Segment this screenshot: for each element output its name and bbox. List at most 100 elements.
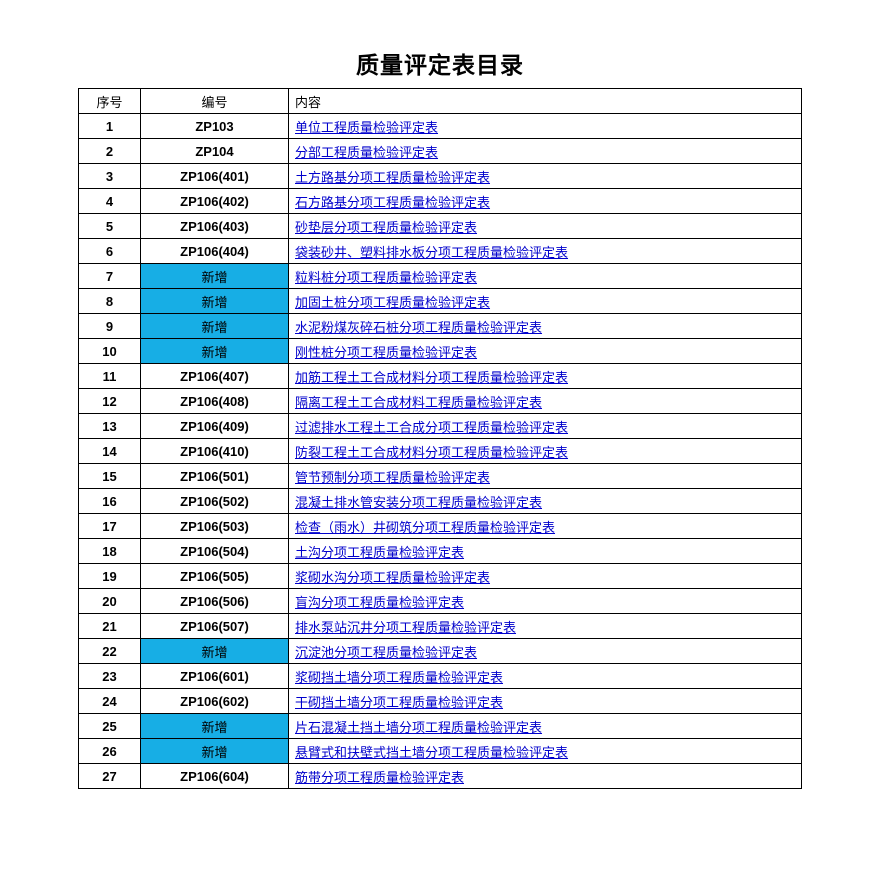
cell-description: 盲沟分项工程质量检验评定表 — [289, 589, 802, 614]
cell-description: 袋装砂井、塑料排水板分项工程质量检验评定表 — [289, 239, 802, 264]
table-row: 3ZP106(401) 土方路基分项工程质量检验评定表 — [79, 164, 802, 189]
cell-code: ZP104 — [141, 139, 289, 164]
description-link[interactable]: 排水泵站沉井分项工程质量检验评定表 — [295, 620, 516, 635]
cell-index: 16 — [79, 489, 141, 514]
description-link[interactable]: 水泥粉煤灰碎石桩分项工程质量检验评定表 — [295, 320, 542, 335]
cell-index: 26 — [79, 739, 141, 764]
cell-description: 隔离工程土工合成材料工程质量检验评定表 — [289, 389, 802, 414]
cell-code-new-badge: 新增 — [141, 639, 289, 664]
cell-description: 过滤排水工程土工合成分项工程质量检验评定表 — [289, 414, 802, 439]
table-row: 9新增水泥粉煤灰碎石桩分项工程质量检验评定表 — [79, 314, 802, 339]
description-link[interactable]: 悬臂式和扶壁式挡土墙分项工程质量检验评定表 — [295, 745, 568, 760]
cell-code: ZP106(601) — [141, 664, 289, 689]
col-header-code: 编号 — [141, 89, 289, 114]
description-link[interactable]: 粒料桩分项工程质量检验评定表 — [295, 270, 477, 285]
description-link[interactable]: 袋装砂井、塑料排水板分项工程质量检验评定表 — [295, 245, 568, 260]
cell-index: 8 — [79, 289, 141, 314]
table-row: 7新增粒料桩分项工程质量检验评定表 — [79, 264, 802, 289]
cell-index: 7 — [79, 264, 141, 289]
table-header-row: 序号 编号 内容 — [79, 89, 802, 114]
table-row: 27ZP106(604) 筋带分项工程质量检验评定表 — [79, 764, 802, 789]
cell-description: 分部工程质量检验评定表 — [289, 139, 802, 164]
cell-index: 11 — [79, 364, 141, 389]
cell-index: 17 — [79, 514, 141, 539]
description-link[interactable]: 分部工程质量检验评定表 — [295, 145, 438, 160]
cell-code: ZP106(401) — [141, 164, 289, 189]
description-link[interactable]: 浆砌水沟分项工程质量检验评定表 — [295, 570, 490, 585]
table-row: 1ZP103 单位工程质量检验评定表 — [79, 114, 802, 139]
description-link[interactable]: 片石混凝土挡土墙分项工程质量检验评定表 — [295, 720, 542, 735]
table-row: 8新增加固土桩分项工程质量检验评定表 — [79, 289, 802, 314]
cell-code-new-badge: 新增 — [141, 314, 289, 339]
cell-description: 排水泵站沉井分项工程质量检验评定表 — [289, 614, 802, 639]
cell-code: ZP106(408) — [141, 389, 289, 414]
cell-index: 27 — [79, 764, 141, 789]
table-row: 20ZP106(506) 盲沟分项工程质量检验评定表 — [79, 589, 802, 614]
description-link[interactable]: 砂垫层分项工程质量检验评定表 — [295, 220, 477, 235]
cell-code: ZP106(410) — [141, 439, 289, 464]
description-link[interactable]: 筋带分项工程质量检验评定表 — [295, 770, 464, 785]
cell-index: 20 — [79, 589, 141, 614]
description-link[interactable]: 刚性桩分项工程质量检验评定表 — [295, 345, 477, 360]
catalog-table: 序号 编号 内容 1ZP103单位工程质量检验评定表2ZP104分部工程质量检验… — [78, 88, 802, 789]
cell-code: ZP106(506) — [141, 589, 289, 614]
cell-code: ZP106(404) — [141, 239, 289, 264]
cell-code-new-badge: 新增 — [141, 264, 289, 289]
cell-code: ZP106(407) — [141, 364, 289, 389]
description-link[interactable]: 土方路基分项工程质量检验评定表 — [295, 170, 490, 185]
table-row: 23ZP106(601)浆砌挡土墙分项工程质量检验评定表 — [79, 664, 802, 689]
cell-code: ZP106(604) — [141, 764, 289, 789]
cell-index: 12 — [79, 389, 141, 414]
table-row: 19ZP106(505) 浆砌水沟分项工程质量检验评定表 — [79, 564, 802, 589]
description-link[interactable]: 加筋工程土工合成材料分项工程质量检验评定表 — [295, 370, 568, 385]
cell-code: ZP106(409) — [141, 414, 289, 439]
description-link[interactable]: 加固土桩分项工程质量检验评定表 — [295, 295, 490, 310]
description-link[interactable]: 隔离工程土工合成材料工程质量检验评定表 — [295, 395, 542, 410]
col-header-desc: 内容 — [289, 89, 802, 114]
description-link[interactable]: 盲沟分项工程质量检验评定表 — [295, 595, 464, 610]
cell-description: 水泥粉煤灰碎石桩分项工程质量检验评定表 — [289, 314, 802, 339]
description-link[interactable]: 防裂工程土工合成材料分项工程质量检验评定表 — [295, 445, 568, 460]
table-row: 21ZP106(507)排水泵站沉井分项工程质量检验评定表 — [79, 614, 802, 639]
description-link[interactable]: 过滤排水工程土工合成分项工程质量检验评定表 — [295, 420, 568, 435]
cell-index: 9 — [79, 314, 141, 339]
description-link[interactable]: 浆砌挡土墙分项工程质量检验评定表 — [295, 670, 503, 685]
cell-index: 15 — [79, 464, 141, 489]
description-link[interactable]: 石方路基分项工程质量检验评定表 — [295, 195, 490, 210]
description-link[interactable]: 混凝土排水管安装分项工程质量检验评定表 — [295, 495, 542, 510]
cell-description: 干砌挡土墙分项工程质量检验评定表 — [289, 689, 802, 714]
cell-description: 沉淀池分项工程质量检验评定表 — [289, 639, 802, 664]
cell-code: ZP106(505) — [141, 564, 289, 589]
cell-index: 21 — [79, 614, 141, 639]
cell-description: 土方路基分项工程质量检验评定表 — [289, 164, 802, 189]
cell-code: ZP106(602) — [141, 689, 289, 714]
table-row: 22新增沉淀池分项工程质量检验评定表 — [79, 639, 802, 664]
description-link[interactable]: 土沟分项工程质量检验评定表 — [295, 545, 464, 560]
cell-index: 13 — [79, 414, 141, 439]
cell-description: 防裂工程土工合成材料分项工程质量检验评定表 — [289, 439, 802, 464]
table-row: 25新增片石混凝土挡土墙分项工程质量检验评定表 — [79, 714, 802, 739]
cell-description: 筋带分项工程质量检验评定表 — [289, 764, 802, 789]
cell-code-new-badge: 新增 — [141, 714, 289, 739]
description-link[interactable]: 检查（雨水）井砌筑分项工程质量检验评定表 — [295, 520, 555, 535]
description-link[interactable]: 管节预制分项工程质量检验评定表 — [295, 470, 490, 485]
cell-index: 5 — [79, 214, 141, 239]
cell-code: ZP106(501) — [141, 464, 289, 489]
cell-code: ZP106(503) — [141, 514, 289, 539]
cell-index: 1 — [79, 114, 141, 139]
table-row: 11ZP106(407) 加筋工程土工合成材料分项工程质量检验评定表 — [79, 364, 802, 389]
cell-index: 19 — [79, 564, 141, 589]
table-row: 4ZP106(402) 石方路基分项工程质量检验评定表 — [79, 189, 802, 214]
description-link[interactable]: 单位工程质量检验评定表 — [295, 120, 438, 135]
cell-index: 10 — [79, 339, 141, 364]
cell-index: 14 — [79, 439, 141, 464]
cell-description: 土沟分项工程质量检验评定表 — [289, 539, 802, 564]
cell-index: 3 — [79, 164, 141, 189]
cell-code: ZP103 — [141, 114, 289, 139]
table-row: 10新增刚性桩分项工程质量检验评定表 — [79, 339, 802, 364]
cell-code: ZP106(402) — [141, 189, 289, 214]
cell-description: 浆砌挡土墙分项工程质量检验评定表 — [289, 664, 802, 689]
description-link[interactable]: 沉淀池分项工程质量检验评定表 — [295, 645, 477, 660]
cell-index: 4 — [79, 189, 141, 214]
description-link[interactable]: 干砌挡土墙分项工程质量检验评定表 — [295, 695, 503, 710]
